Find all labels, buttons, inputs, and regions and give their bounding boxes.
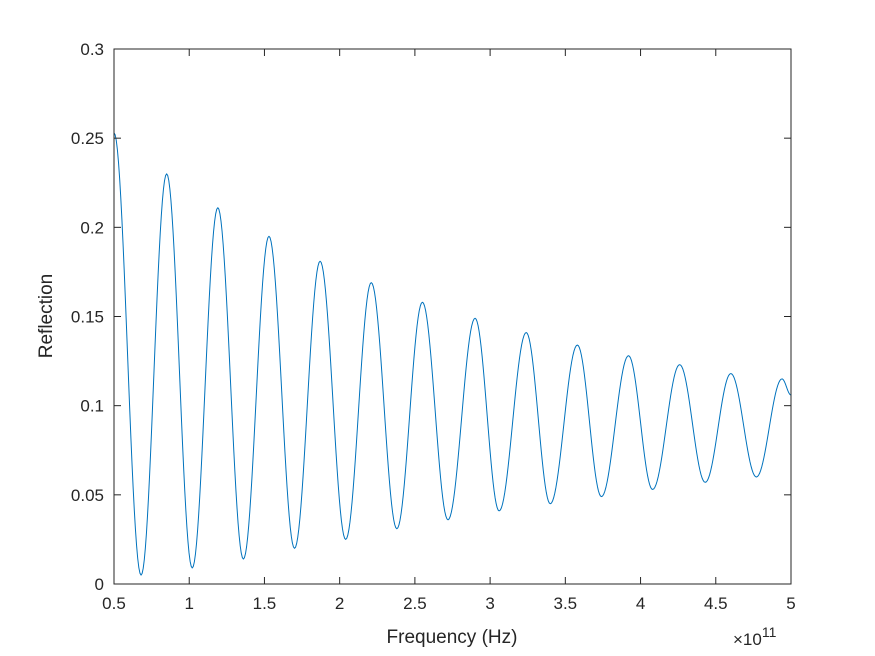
- x-axis-label: Frequency (Hz): [387, 627, 518, 648]
- y-tick-label: 0.05: [71, 486, 104, 505]
- x-exponent-base: ×10: [733, 630, 762, 649]
- y-axis-label: Reflection: [36, 274, 57, 359]
- x-tick-label: 4.5: [704, 594, 728, 613]
- x-exponent-power: 11: [762, 624, 777, 640]
- x-tick-label: 3.5: [554, 594, 578, 613]
- y-tick-label: 0: [95, 575, 104, 594]
- x-tick-label: 0.5: [102, 594, 126, 613]
- y-tick-label: 0.25: [71, 129, 104, 148]
- x-tick-label: 4: [636, 594, 645, 613]
- y-tick-label: 0.15: [71, 308, 104, 327]
- x-exponent-label: ×1011: [733, 624, 777, 649]
- x-tick-label: 3: [485, 594, 494, 613]
- x-tick-label: 1: [184, 594, 193, 613]
- series-layer: [113, 132, 792, 576]
- x-tick-label: 5: [786, 594, 795, 613]
- y-tick-label: 0.2: [80, 218, 104, 237]
- plot-area: [114, 49, 791, 584]
- y-tick-label: 0.3: [80, 40, 104, 59]
- ticks-layer: 0.5 1 1.5 2 2.5 3 3.5 4 4.5 5 0 0.05 0.1 0.15 0.2 0.25 0…: [71, 40, 796, 613]
- x-tick-label: 1.5: [253, 594, 277, 613]
- reflection-series-line: [113, 132, 792, 576]
- x-tick-label: 2.5: [403, 594, 427, 613]
- x-tick-label: 2: [335, 594, 344, 613]
- y-tick-label: 0.1: [80, 397, 104, 416]
